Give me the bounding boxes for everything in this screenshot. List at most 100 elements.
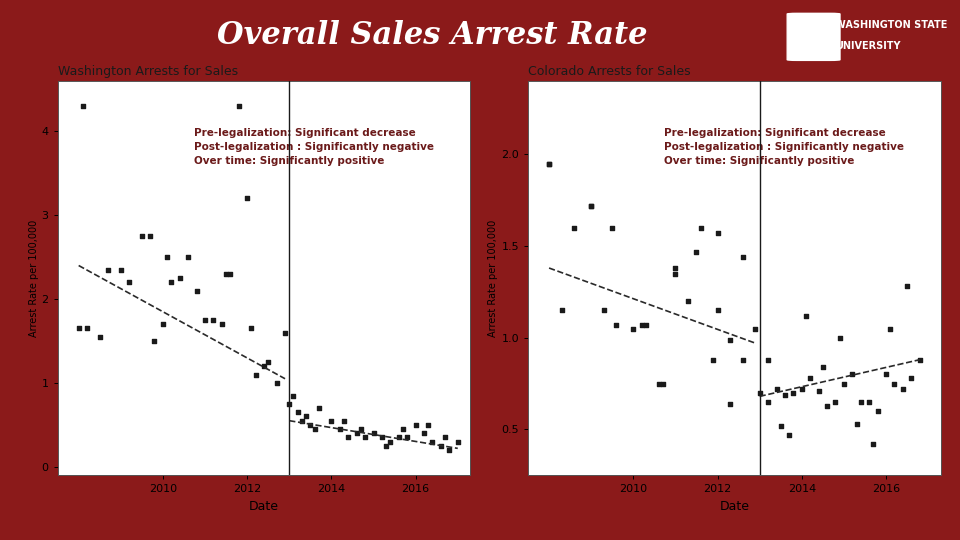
Point <box>277 328 293 337</box>
Point <box>752 388 767 397</box>
Point <box>332 425 348 434</box>
Point <box>681 296 696 305</box>
Point <box>383 437 398 446</box>
Point <box>417 429 432 437</box>
Point <box>769 384 784 393</box>
Point <box>189 286 204 295</box>
Point <box>723 335 738 344</box>
Point <box>900 282 915 291</box>
Text: UNIVERSITY: UNIVERSITY <box>835 40 900 51</box>
Point <box>912 355 927 364</box>
Point <box>626 324 641 333</box>
Point <box>299 412 314 421</box>
Point <box>438 433 453 442</box>
Point <box>896 384 911 393</box>
Point <box>378 442 394 450</box>
Point <box>878 370 894 379</box>
Point <box>122 278 137 287</box>
Point <box>336 416 351 425</box>
Point <box>260 357 276 366</box>
Point <box>799 312 814 320</box>
Point <box>541 159 557 168</box>
Point <box>311 404 326 413</box>
Text: Pre-legalization: Significant decrease
Post-legalization : Significantly negativ: Pre-legalization: Significant decrease P… <box>664 129 904 166</box>
Point <box>849 420 864 428</box>
Point <box>302 421 318 429</box>
Point <box>609 321 624 329</box>
Point <box>554 306 569 314</box>
Point <box>778 390 793 399</box>
Point <box>781 430 797 439</box>
Point <box>219 269 234 278</box>
Point <box>882 324 898 333</box>
Point <box>605 224 620 232</box>
FancyBboxPatch shape <box>787 14 840 60</box>
Point <box>433 442 448 450</box>
Point <box>584 201 599 210</box>
Point <box>870 407 885 415</box>
Point <box>425 437 441 446</box>
Point <box>773 421 788 430</box>
Point <box>324 416 339 425</box>
Point <box>75 102 90 111</box>
Point <box>391 433 406 442</box>
Point <box>735 355 751 364</box>
Point <box>845 370 860 379</box>
Point <box>709 306 725 314</box>
Point <box>366 429 381 437</box>
Point <box>836 379 852 388</box>
Point <box>281 400 297 408</box>
Y-axis label: Arrest Rate per 100,000: Arrest Rate per 100,000 <box>29 219 38 337</box>
Point <box>803 374 818 382</box>
Point <box>748 324 763 333</box>
Point <box>101 265 116 274</box>
Point <box>244 324 259 333</box>
Point <box>584 201 599 210</box>
Point <box>866 440 881 448</box>
Text: Colorado Arrests for Sales: Colorado Arrests for Sales <box>528 65 690 78</box>
Point <box>861 397 876 406</box>
Point <box>341 433 356 442</box>
Point <box>159 253 175 261</box>
Point <box>541 159 557 168</box>
Point <box>269 379 284 387</box>
Point <box>442 446 457 454</box>
Point <box>723 400 738 408</box>
Point <box>205 316 221 325</box>
Point <box>214 320 229 328</box>
Point <box>349 429 365 437</box>
Point <box>760 397 776 406</box>
Point <box>735 253 751 261</box>
Point <box>811 387 827 395</box>
Point <box>832 333 848 342</box>
Point <box>853 397 869 406</box>
Point <box>420 421 436 429</box>
Point <box>180 253 196 261</box>
Point <box>760 355 776 364</box>
Point <box>689 247 705 256</box>
X-axis label: Date: Date <box>719 500 750 513</box>
Point <box>709 229 725 238</box>
Point <box>156 320 171 328</box>
Point <box>223 269 238 278</box>
Point <box>256 362 272 370</box>
Point <box>794 384 809 393</box>
Point <box>815 363 830 372</box>
Text: WASHINGTON STATE: WASHINGTON STATE <box>835 19 948 30</box>
Point <box>357 433 372 442</box>
Point <box>163 278 179 287</box>
Point <box>353 425 369 434</box>
Point <box>374 433 390 442</box>
Point <box>828 397 843 406</box>
Point <box>651 379 666 388</box>
Point <box>706 355 721 364</box>
Point <box>198 316 213 325</box>
Point <box>785 388 801 397</box>
Point <box>290 408 305 417</box>
Point <box>71 324 86 333</box>
Point <box>596 306 612 314</box>
Point <box>634 321 649 329</box>
Point <box>286 391 301 400</box>
Point <box>134 232 150 240</box>
Point <box>820 401 835 410</box>
